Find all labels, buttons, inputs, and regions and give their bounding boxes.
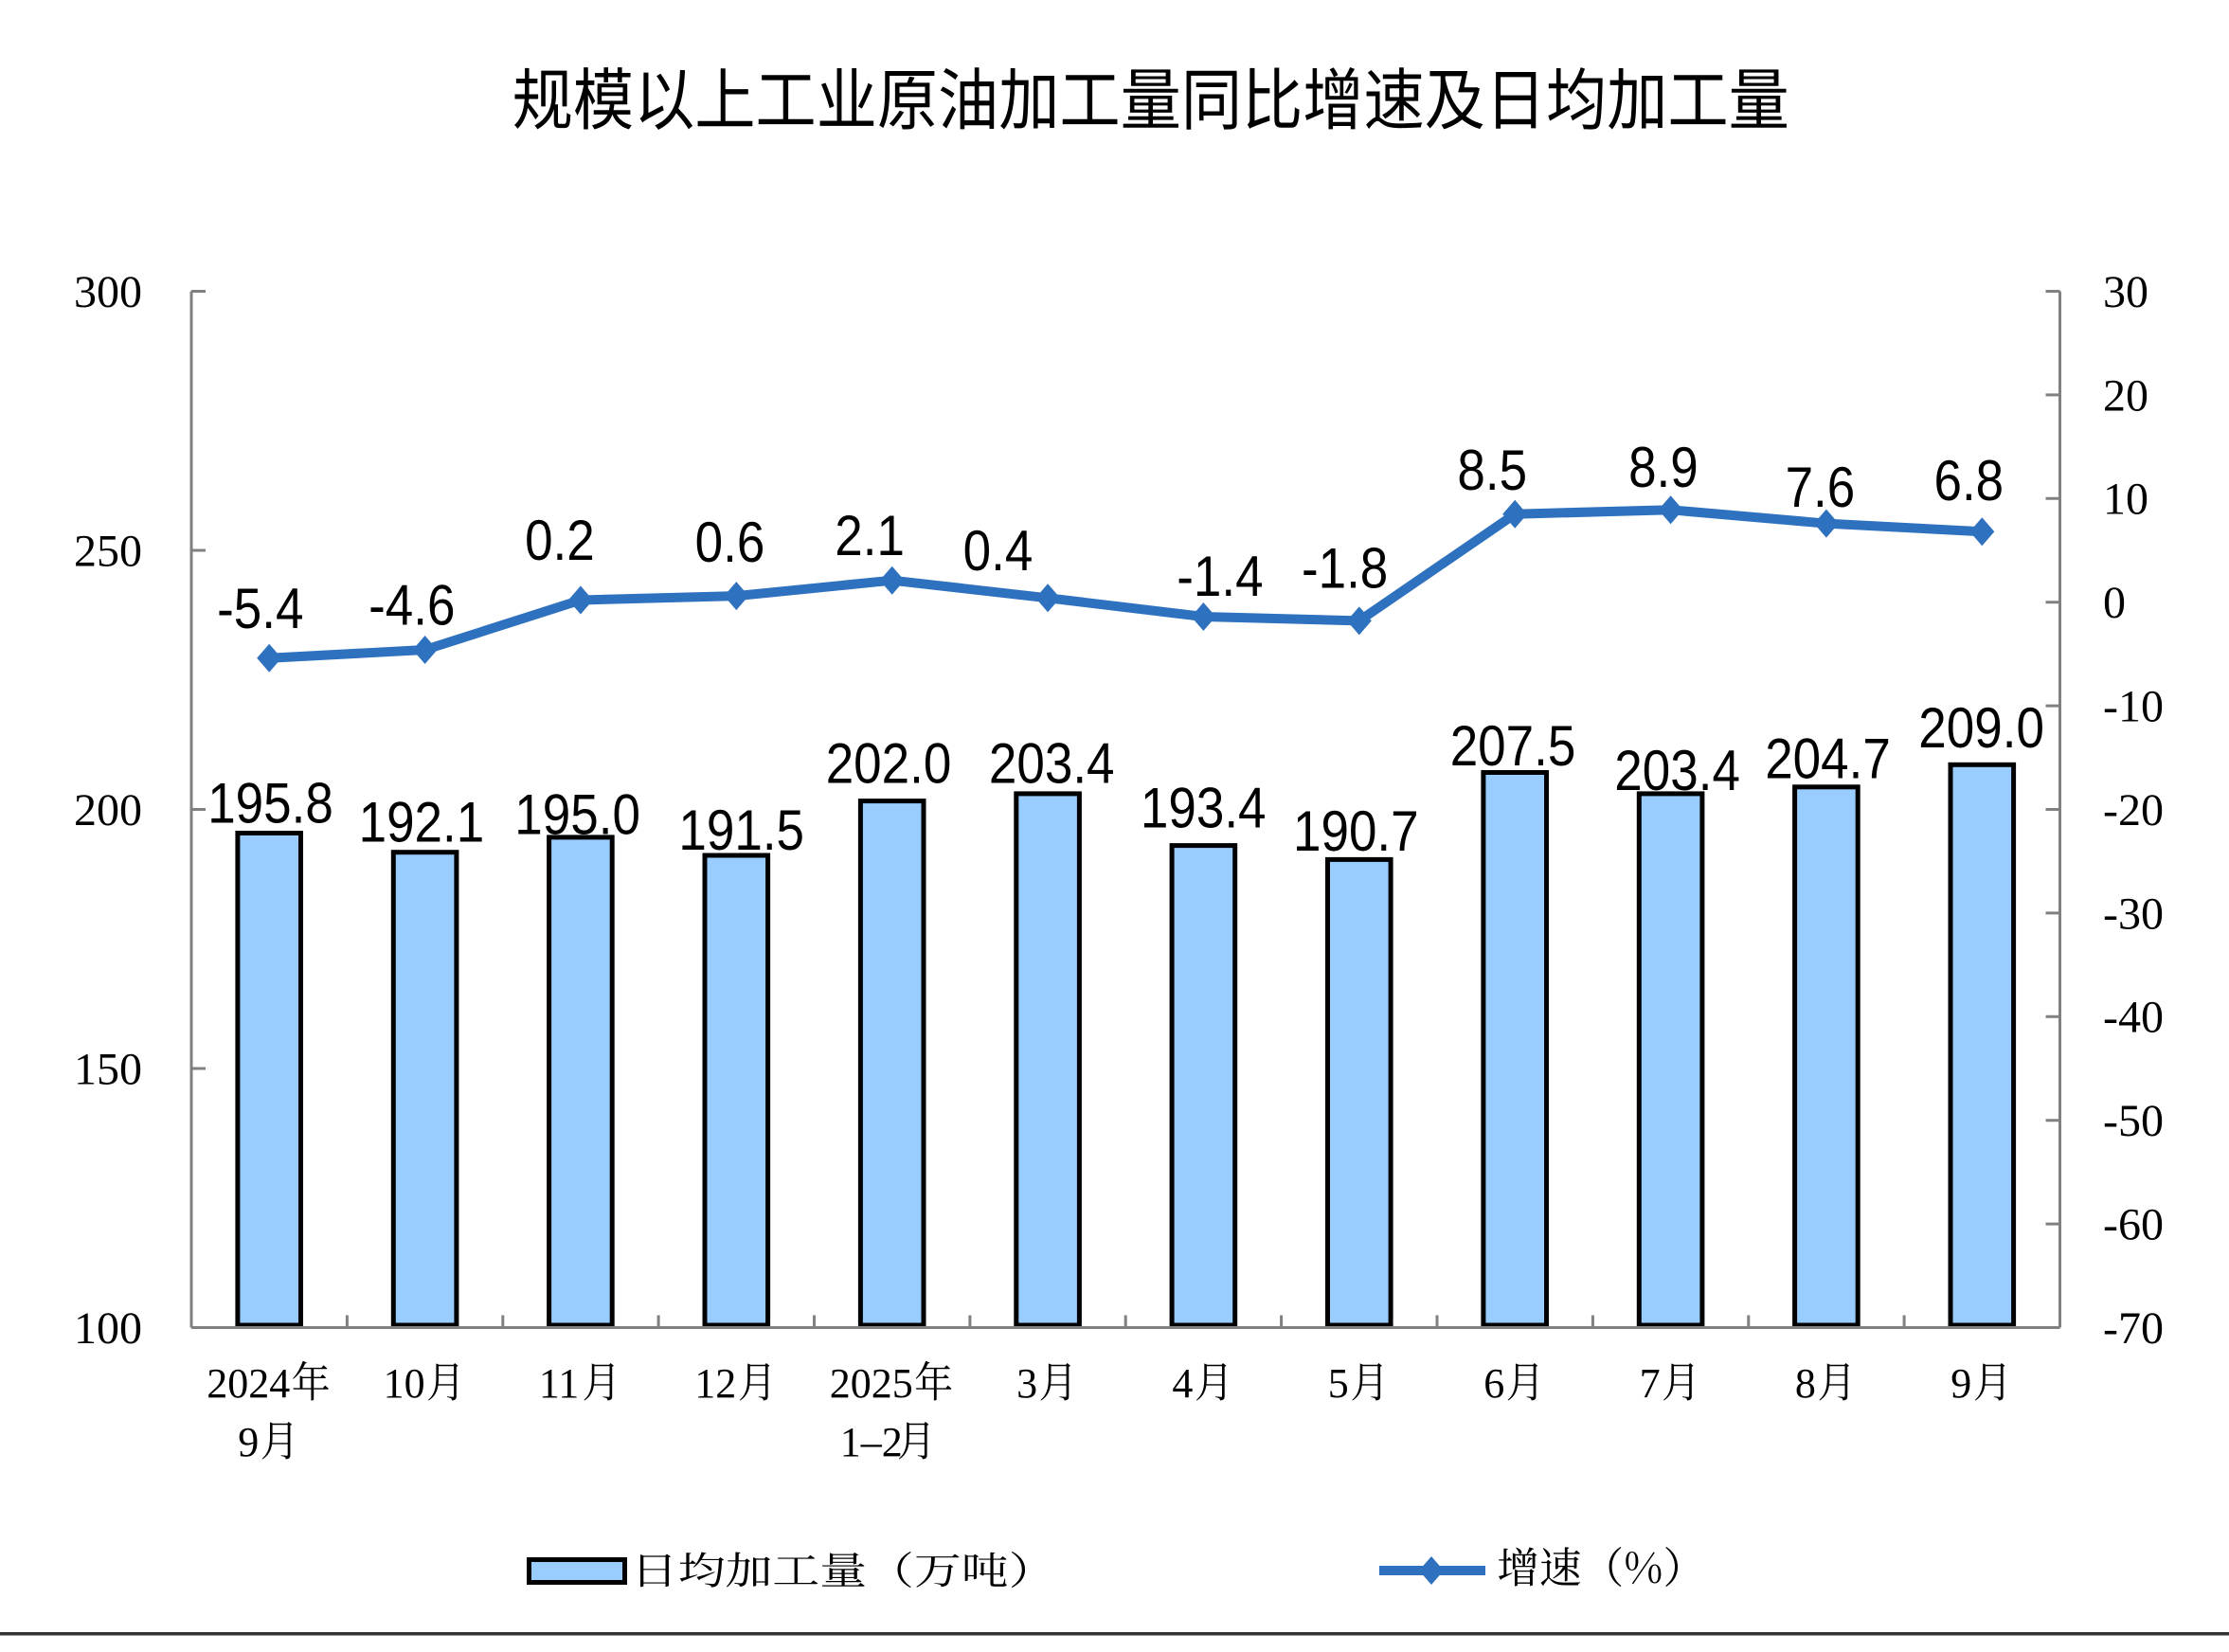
svg-text:191.5: 191.5: [678, 799, 804, 862]
svg-text:8.5: 8.5: [1457, 439, 1527, 502]
svg-text:1–2: 1–2: [840, 1419, 903, 1465]
svg-text:300: 300: [74, 267, 142, 317]
svg-text:-5.4: -5.4: [217, 577, 303, 640]
svg-text:8.9: 8.9: [1628, 436, 1699, 499]
svg-text:250: 250: [74, 526, 142, 576]
svg-text:6.8: 6.8: [1933, 449, 2004, 512]
svg-text:204.7: 204.7: [1765, 727, 1891, 790]
svg-text:200: 200: [74, 785, 142, 835]
svg-text:10: 10: [384, 1360, 425, 1407]
svg-text:5: 5: [1328, 1360, 1349, 1407]
svg-text:20: 20: [2103, 370, 2148, 421]
svg-text:9: 9: [238, 1419, 259, 1465]
svg-text:-60: -60: [2103, 1200, 2164, 1250]
svg-text:11: 11: [539, 1360, 579, 1407]
svg-text:-30: -30: [2103, 889, 2164, 939]
svg-text:10: 10: [2103, 475, 2148, 525]
svg-text:202.0: 202.0: [826, 731, 952, 795]
svg-text:9: 9: [1950, 1360, 1971, 1407]
svg-text:-4.6: -4.6: [369, 573, 455, 637]
svg-text:4: 4: [1172, 1360, 1193, 1407]
svg-text:0.6: 0.6: [695, 511, 765, 574]
svg-text:150: 150: [74, 1044, 142, 1094]
svg-text:203.4: 203.4: [989, 731, 1115, 795]
svg-text:-40: -40: [2103, 993, 2164, 1043]
svg-text:-10: -10: [2103, 682, 2164, 732]
svg-text:209.0: 209.0: [1918, 696, 2044, 760]
svg-text:2025: 2025: [830, 1360, 913, 1407]
svg-text:30: 30: [2103, 267, 2148, 317]
svg-text:8: 8: [1795, 1360, 1816, 1407]
svg-text:195.0: 195.0: [514, 782, 640, 846]
svg-text:2024: 2024: [207, 1360, 290, 1407]
svg-text:-1.4: -1.4: [1177, 545, 1263, 608]
svg-text:0.4: 0.4: [963, 519, 1034, 583]
svg-text:-20: -20: [2103, 785, 2164, 835]
svg-text:207.5: 207.5: [1450, 714, 1576, 778]
svg-text:7: 7: [1640, 1360, 1661, 1407]
svg-text:-50: -50: [2103, 1096, 2164, 1146]
svg-text:2.1: 2.1: [835, 504, 905, 567]
svg-text:-70: -70: [2103, 1303, 2164, 1354]
svg-text:193.4: 193.4: [1141, 776, 1267, 839]
svg-text:203.4: 203.4: [1614, 739, 1740, 802]
svg-text:3: 3: [1016, 1360, 1037, 1407]
svg-text:190.7: 190.7: [1293, 799, 1419, 863]
svg-text:100: 100: [74, 1303, 142, 1354]
svg-text:0: 0: [2103, 578, 2126, 628]
svg-text:195.8: 195.8: [207, 771, 333, 835]
svg-text:-1.8: -1.8: [1302, 536, 1388, 600]
svg-text:12: 12: [694, 1360, 736, 1407]
svg-text:192.1: 192.1: [359, 791, 485, 854]
svg-text:7.6: 7.6: [1786, 456, 1856, 519]
svg-text:0.2: 0.2: [525, 509, 595, 572]
svg-text:6: 6: [1483, 1360, 1504, 1407]
